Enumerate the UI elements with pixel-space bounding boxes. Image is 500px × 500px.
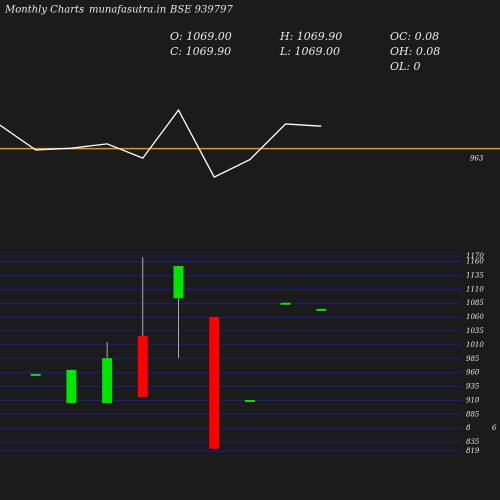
oc-label: OC: 0.08 [390,30,439,43]
y-tick-label: 985 [466,355,480,363]
candle-body [102,358,113,404]
candle-body [280,302,291,305]
oh-label: OH: 0.08 [390,45,440,58]
y-tick-label: 835 [466,438,480,446]
candle-body [244,400,255,402]
close-label: C: 1069.90 [170,45,231,58]
page-title: Monthly Charts [4,5,84,16]
open-label: O: 1069.00 [170,30,232,43]
separator: - [80,5,84,16]
candle-body [137,336,148,398]
y-tick-label: 1160 [466,258,484,266]
y-tick-label: 1135 [466,271,484,279]
candle-body [316,308,327,311]
y-tick-label: 935 [466,383,480,391]
reference-label: 963 [470,155,484,163]
high-label: H: 1069.90 [279,30,342,43]
candle-body [209,317,220,449]
low-label: L: 1069.00 [279,45,340,58]
price-line [0,108,322,178]
y-tick-label: 1170 [466,252,484,260]
y-tick-label: 910 [466,396,480,404]
y-tick-label: 8 [466,424,471,432]
site: munafasutra.in [89,5,166,16]
candle-body [173,266,184,299]
y-tick-label: 819 [466,447,480,455]
y-tick-label: 1035 [466,327,484,335]
y-tick-label: 960 [466,369,480,377]
y-tick-label: 1110 [466,285,484,293]
y-tick-label: 885 [466,410,480,418]
candle-body [30,373,41,376]
symbol: BSE 939797 [169,5,233,16]
candle-body [66,369,77,404]
y-tick-label: 1010 [466,341,484,349]
y-tick-label: 1060 [466,313,484,321]
ol-label: OL: 0 [390,60,421,73]
edge-label: 6 [492,424,497,432]
y-tick-label: 1085 [466,299,484,307]
